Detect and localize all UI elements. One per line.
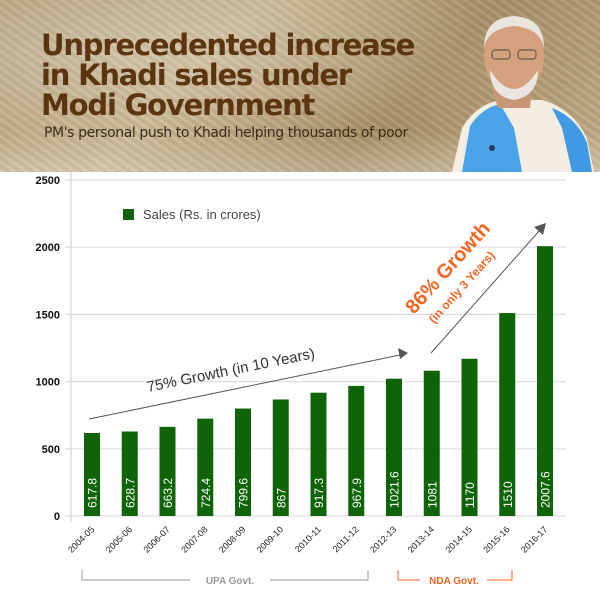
bar (537, 246, 553, 516)
x-tick-label: 2015-16 (481, 524, 511, 554)
government-brackets: UPA Govt. NDA Govt. (81, 570, 513, 587)
portrait-jacket-left (462, 104, 522, 172)
portrait-hair (484, 16, 544, 48)
upa-bracket (81, 570, 369, 581)
bar (121, 431, 138, 516)
bar-data-label: 799.6 (237, 478, 251, 508)
x-tick-label: 2006-07 (141, 524, 171, 554)
bar-data-label: 1081 (425, 481, 439, 508)
bar-data-label: 2007.6 (539, 471, 553, 508)
x-tick-label: 2012-13 (368, 524, 398, 554)
upa-label: UPA Govt. (206, 576, 255, 587)
nda-label: NDA Govt. (429, 576, 479, 587)
x-tick-label: 2007-08 (179, 524, 209, 554)
x-tick-label: 2011-12 (331, 524, 361, 554)
pm-portrait-image (452, 16, 594, 172)
y-tick-label: 500 (42, 444, 60, 456)
title-line-2: in Khadi sales under (41, 58, 352, 92)
x-tick-label: 2004-05 (66, 524, 96, 554)
portrait-beard (490, 70, 538, 100)
y-tick-label: 1000 (36, 377, 60, 389)
portrait-button (489, 145, 495, 151)
portrait-face (484, 18, 544, 94)
bar-data-label: 724.4 (199, 478, 213, 508)
bar (386, 378, 402, 516)
y-tick-labels: 0 500 1000 1500 2000 2500 (36, 175, 60, 523)
y-tick-label: 0 (54, 511, 60, 523)
subtitle: PM's personal push to Khadi helping thou… (44, 125, 408, 141)
bar (499, 313, 516, 516)
bar (461, 358, 478, 516)
nda-bracket (397, 570, 513, 581)
portrait-glasses-right (517, 49, 537, 60)
x-tick-label: 2013-14 (406, 524, 436, 554)
x-tick-label: 2010-11 (293, 524, 323, 554)
nda-growth-arrowhead (534, 223, 546, 235)
upa-growth-label: 75% Growth (in 10 Years) (145, 345, 316, 396)
y-tick-label: 2500 (36, 175, 60, 187)
title-line-3: Modi Government (41, 88, 315, 122)
bar (84, 432, 100, 516)
x-tick-label: 2016-17 (519, 524, 549, 554)
legend: Sales (Rs. in crores) (123, 207, 261, 222)
bar-data-label: 1021.6 (388, 471, 402, 508)
upa-growth-arrow-line (88, 354, 401, 420)
bar-data-label: 917.3 (312, 478, 326, 508)
x-tick-label: 2005-06 (104, 524, 134, 554)
x-tick-label: 2008-09 (217, 524, 247, 554)
header-banner: Unprecedented increase in Khadi sales un… (0, 0, 600, 172)
bar-data-label: 1510 (501, 481, 515, 508)
bars: 617.8 628.7 663.2 724.4 799.6 867 917.3 967.9 10… (84, 246, 553, 516)
bar (423, 370, 440, 516)
bar-data-label: 1170 (463, 482, 477, 508)
x-tick-label: 2009-10 (255, 524, 285, 554)
bar-data-label: 628.7 (123, 478, 137, 508)
legend-swatch (123, 209, 134, 220)
x-tick-label: 2014-15 (443, 524, 473, 554)
y-tick-label: 2000 (36, 242, 60, 254)
bar (197, 418, 214, 516)
sales-bar-chart: 0 500 1000 1500 2000 2500 Sales (Rs. in crore… (36, 172, 566, 587)
bar (272, 399, 289, 516)
bar-data-label: 663.2 (161, 478, 175, 508)
page-title: Unprecedented increase in Khadi sales un… (41, 28, 415, 122)
bar (159, 426, 176, 516)
y-tick-label: 1500 (36, 309, 60, 321)
legend-label: Sales (Rs. in crores) (143, 207, 261, 222)
portrait-jacket-right (552, 108, 592, 172)
bar (310, 392, 327, 516)
bar (235, 408, 251, 516)
bar-data-label: 867 (274, 488, 288, 508)
bar (348, 385, 365, 516)
x-tick-labels: 2004-05 2005-06 2006-07 2007-08 2008-09 2009-… (66, 524, 549, 554)
upa-growth-arrowhead (398, 348, 408, 359)
bar-data-label: 617.8 (86, 478, 100, 508)
portrait-glasses-left (491, 49, 511, 60)
title-line-1: Unprecedented increase (41, 28, 415, 62)
bar-data-label: 967.9 (350, 478, 364, 508)
nda-growth-arrow-line (430, 229, 541, 354)
